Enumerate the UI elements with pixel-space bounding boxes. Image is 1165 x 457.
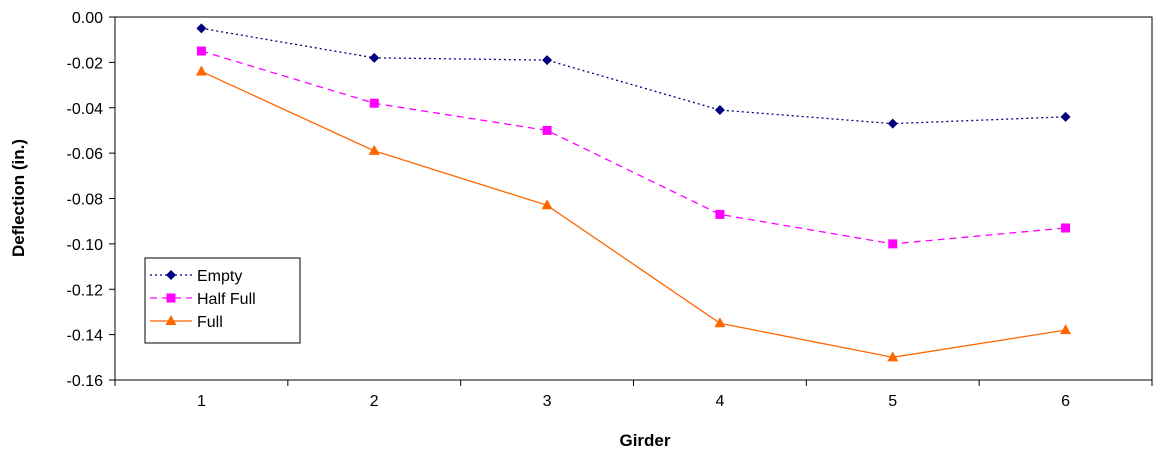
axes: 0.00 -0.02 -0.04 -0.06 -0.08 -0.10 -0.12 -0.14 -… <box>67 10 1153 410</box>
x-tick-label: 6 <box>1061 393 1070 410</box>
data-point <box>196 46 206 56</box>
y-tick-label: -0.16 <box>67 373 104 390</box>
x-tick-label: 2 <box>370 393 379 410</box>
data-point <box>715 209 725 219</box>
series-layer <box>195 23 1072 362</box>
x-tick-label: 1 <box>197 393 206 410</box>
data-point <box>542 125 552 135</box>
x-tick-label: 3 <box>543 393 552 410</box>
legend-swatch-marker <box>166 270 176 280</box>
y-tick-label: 0.00 <box>72 10 103 27</box>
data-point <box>542 55 553 66</box>
y-tick-label: -0.08 <box>67 192 104 209</box>
y-tick-label: -0.02 <box>67 55 104 72</box>
data-point <box>1060 111 1071 122</box>
legend-label: Empty <box>197 268 242 285</box>
y-tick-label: -0.14 <box>67 328 104 345</box>
series-line <box>201 27 1066 125</box>
x-tick-label: 5 <box>888 393 897 410</box>
legend-swatch-marker <box>166 293 176 303</box>
series-full <box>195 65 1072 362</box>
data-point <box>196 23 207 34</box>
data-point <box>887 118 898 129</box>
legend-label: Full <box>197 314 223 331</box>
data-point <box>714 105 725 116</box>
legend: Empty Half Full Full <box>144 257 301 344</box>
y-tick-label: -0.04 <box>67 101 104 118</box>
data-point <box>368 144 380 155</box>
data-point <box>369 98 379 108</box>
x-axis-title: Girder <box>619 431 670 450</box>
series-empty <box>196 23 1071 129</box>
data-point <box>195 65 207 76</box>
data-point <box>714 317 726 328</box>
series-half-full <box>196 46 1071 249</box>
y-axis-title: Deflection (in.) <box>9 139 28 257</box>
y-tick-label: -0.10 <box>67 237 104 254</box>
x-tick-label: 4 <box>715 393 724 410</box>
data-point <box>369 52 380 63</box>
legend-swatch-marker <box>165 315 177 325</box>
data-point <box>541 199 553 210</box>
y-tick-label: -0.12 <box>67 282 104 299</box>
data-point <box>1060 324 1072 335</box>
data-point <box>888 239 898 249</box>
series-line <box>201 70 1066 358</box>
legend-label: Half Full <box>197 291 256 308</box>
data-point <box>1061 223 1071 233</box>
y-tick-label: -0.06 <box>67 146 104 163</box>
data-point <box>887 351 899 362</box>
series-line <box>201 50 1066 245</box>
